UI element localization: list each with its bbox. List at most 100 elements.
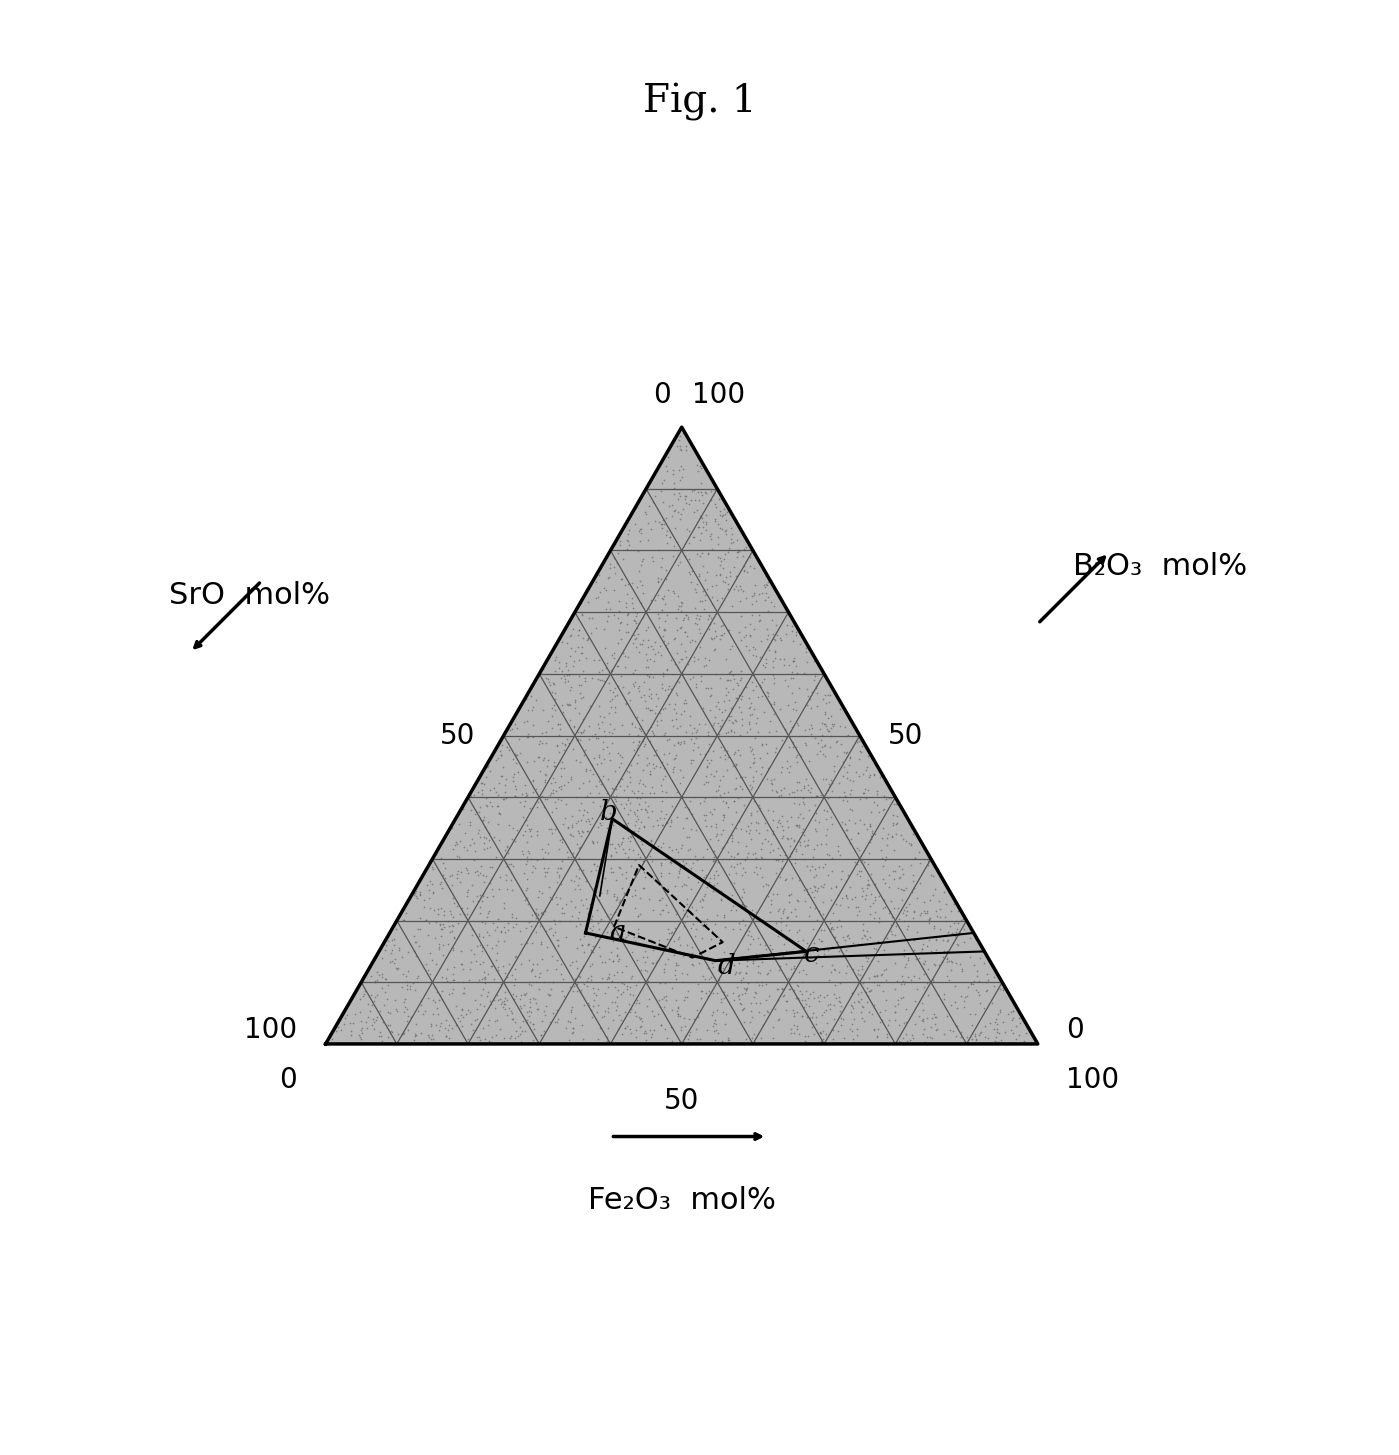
Point [706,982,729,1005]
Point [564,896,586,920]
Point [754,873,776,896]
Point [637,649,659,672]
Point [396,970,418,994]
Point [635,959,658,982]
Point [775,623,797,646]
Point [746,960,768,984]
Point [567,873,589,896]
Point [804,784,827,808]
Point [474,786,497,809]
Point [450,860,473,883]
Point [856,755,879,778]
Point [918,853,940,876]
Point [720,719,743,742]
Point [639,682,662,706]
Point [595,579,617,602]
Point [532,720,554,744]
Point [375,981,397,1004]
Point [607,647,630,671]
Point [417,873,439,896]
Point [655,972,677,995]
Point [599,925,621,949]
Point [665,952,687,975]
Point [548,864,571,888]
Point [828,908,851,931]
Point [754,934,776,957]
Point [344,1002,367,1026]
Point [660,851,683,874]
Point [953,917,975,940]
Point [947,922,970,946]
Point [497,1004,519,1027]
Point [706,850,729,873]
Point [786,813,809,837]
Point [954,985,977,1008]
Point [942,1018,964,1042]
Point [600,940,623,963]
Point [571,819,593,842]
Point [912,963,935,986]
Point [866,973,888,997]
Point [625,706,648,729]
Point [884,994,907,1017]
Point [711,979,733,1002]
Point [803,649,825,672]
Point [743,636,765,659]
Point [814,745,837,768]
Point [772,984,795,1007]
Point [540,800,562,824]
Point [834,716,856,739]
Point [997,1002,1020,1026]
Point [733,557,755,581]
Point [466,860,488,883]
Point [666,487,688,511]
Point [428,1018,450,1042]
Point [491,787,513,810]
Point [609,611,631,634]
Point [539,783,561,806]
Point [569,687,592,710]
Point [853,781,876,805]
Point [723,578,746,601]
Point [884,1008,907,1032]
Point [581,1005,603,1029]
Point [388,956,410,979]
Point [665,837,687,860]
Point [702,981,725,1004]
Point [569,835,592,858]
Point [539,984,561,1007]
Point [673,988,695,1011]
Point [730,707,753,730]
Point [679,668,701,691]
Point [869,1011,891,1035]
Point [557,816,579,840]
Point [589,870,611,893]
Point [673,607,695,630]
Point [646,570,669,594]
Point [588,666,610,690]
Point [712,956,734,979]
Point [677,519,700,543]
Point [736,949,758,972]
Point [814,998,837,1021]
Point [781,781,803,805]
Point [741,643,764,666]
Point [916,984,939,1007]
Point [649,864,672,888]
Point [704,1008,726,1032]
Point [694,588,716,611]
Point [630,959,652,982]
Point [706,512,729,535]
Point [642,938,665,962]
Point [782,1013,804,1036]
Point [478,790,501,813]
Point [748,646,771,669]
Point [698,649,720,672]
Point [704,637,726,661]
Point [579,892,602,915]
Point [602,813,624,837]
Point [452,797,474,821]
Point [399,975,421,998]
Point [883,838,905,861]
Point [779,957,802,981]
